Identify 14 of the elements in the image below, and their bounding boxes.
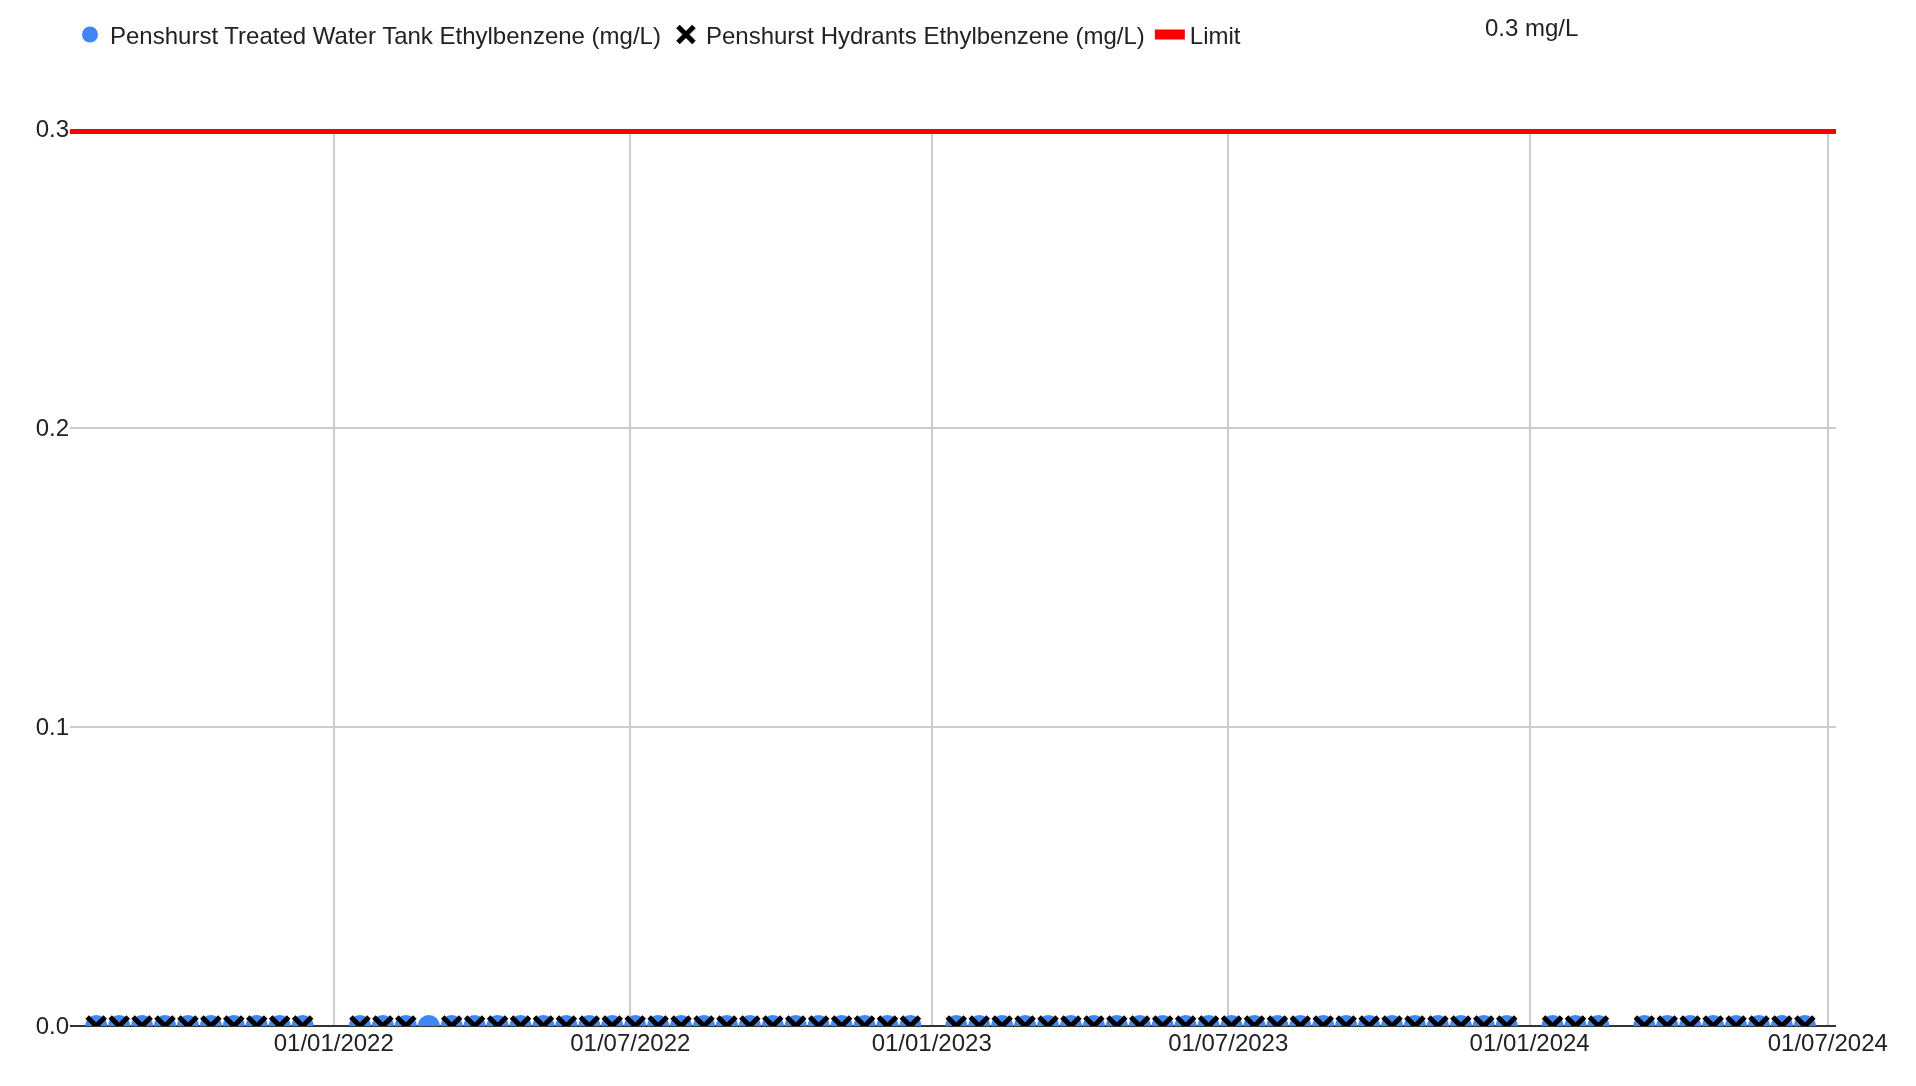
legend-label: Limit	[1189, 21, 1241, 49]
x-tick-label: 01/07/2023	[1168, 1029, 1289, 1056]
y-tick-label: 0.3	[35, 115, 69, 143]
x-tick-label: 01/01/2022	[273, 1029, 394, 1056]
x-tick-label: 01/07/2024	[1767, 1029, 1888, 1056]
x-tick-label: 01/01/2023	[871, 1029, 992, 1056]
text: 0.3 mg/L	[1485, 14, 1579, 41]
y-tick-label: 0.0	[35, 1012, 69, 1040]
x-tick-label: 01/01/2024	[1469, 1029, 1590, 1056]
y-tick-label: 0.2	[35, 414, 69, 442]
x-tick-label: 01/07/2022	[570, 1029, 691, 1056]
y-tick-label: 0.1	[35, 713, 69, 741]
legend-label: Penshurst Treated Water Tank Ethylbenzene (mg/L)	[110, 21, 661, 49]
legend-label: Penshurst Hydrants Ethylbenzene (mg/L)	[705, 21, 1145, 49]
